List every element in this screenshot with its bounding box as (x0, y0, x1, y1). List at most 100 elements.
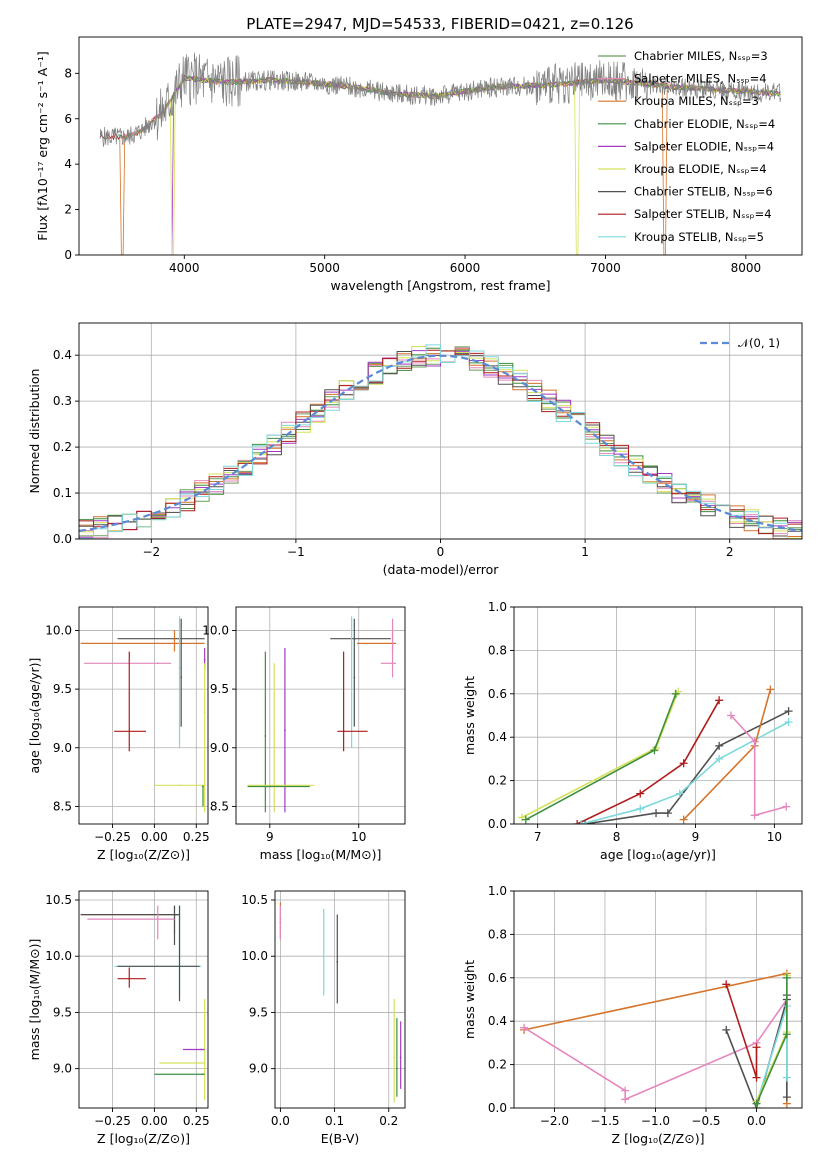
data-point (178, 667, 181, 669)
plus-marker (726, 711, 735, 720)
plus-marker (679, 759, 688, 768)
x-tick-label: 7 (534, 830, 542, 844)
plus-marker (679, 815, 688, 824)
plus-marker (650, 746, 659, 755)
series-line (576, 699, 720, 824)
plus-marker (782, 1073, 791, 1082)
data-point (353, 676, 356, 679)
x-tick-label: −1.5 (590, 1114, 619, 1128)
x-tick-label: 6000 (450, 261, 481, 275)
x-axis-label: Z [log₁₀(Z/Z⊙)] (612, 1131, 705, 1146)
y-axis-label: Normed distribution (27, 369, 42, 494)
data-point (156, 662, 159, 665)
x-axis-label: E(B-V) (321, 1131, 360, 1146)
x-tick-label: 0.2 (379, 1114, 398, 1128)
y-tick-label: 0.3 (53, 394, 72, 408)
panel-age_vs_massweight: 7 8 9 10 0.0 0.2 0.4 0.6 0.8 1.0 age [log₁₀(age/yr… (462, 600, 803, 862)
plus-marker (671, 689, 680, 698)
y-tick-label: 9.5 (210, 682, 229, 696)
x-tick-label: 0.00 (141, 1114, 168, 1128)
panel-spectrum: 4000 5000 6000 7000 8000 0 2 4 6 8 wavelength [Ang… (35, 36, 803, 293)
plus-marker (782, 802, 791, 811)
legend-label: Salpeter ELODIE, Nₛₛₚ=4 (634, 139, 774, 153)
panel-mass_vs_age: 9 10 8.5 9.0 9.5 10.0 mass [log₁₀(M/M⊙)] (202, 606, 406, 862)
y-tick-label: 8.5 (53, 799, 72, 813)
y-tick-label: 0.8 (488, 643, 507, 657)
series-line (521, 691, 679, 819)
x-axis-label: wavelength [Angstrom, rest frame] (330, 278, 550, 293)
data-point (350, 642, 353, 645)
axes-frame (513, 890, 803, 1109)
x-axis-label: Z [log₁₀(Z/Z⊙)] (97, 847, 190, 862)
axes-frame (235, 606, 406, 825)
plus-marker (621, 1086, 630, 1095)
data-point (173, 913, 176, 916)
x-tick-label: −0.25 (94, 1114, 131, 1128)
y-tick-label: 1.0 (488, 884, 507, 898)
data-point (279, 918, 282, 921)
x-tick-label: 0 (437, 545, 445, 559)
plot-area-spectrum (99, 52, 782, 255)
plus-marker (636, 804, 645, 813)
panel-residuals: −2 −1 0 1 2 0.0 0.1 0.2 0.3 0.4 (data-model)/error… (27, 322, 803, 577)
data-point (203, 1062, 206, 1064)
x-tick-label: −2 (142, 545, 160, 559)
x-tick-label: 7000 (590, 261, 621, 275)
plus-marker (784, 718, 793, 727)
y-tick-label: 8 (64, 66, 72, 80)
gaussian-curve (79, 354, 802, 532)
panel-Z_vs_mass: −0.25 0.00 0.25 9.0 9.5 10.0 10.5 Z [log₁₀(Z/Z⊙… (27, 890, 210, 1146)
y-tick-label: 0.4 (488, 730, 507, 744)
x-axis-label: age [log₁₀(age/yr)] (600, 847, 716, 862)
x-tick-label: −2.0 (540, 1114, 569, 1128)
y-tick-label: 0 (64, 248, 72, 262)
plot-area-Z_vs_mass (80, 905, 206, 1101)
plus-marker (663, 809, 672, 818)
plus-marker (752, 1043, 761, 1052)
y-tick-label: 10.5 (241, 893, 268, 907)
data-point (273, 735, 276, 737)
plus-marker (750, 811, 759, 820)
series-line (525, 693, 677, 821)
legend-label: Chabrier MILES, Nₛₛₚ=3 (634, 49, 768, 63)
data-point (180, 676, 183, 679)
y-tick-label: 0.4 (53, 348, 72, 362)
plus-marker (521, 815, 530, 824)
y-tick-label: 9.0 (53, 1062, 72, 1076)
legend-label: 𝒩(0, 1) (738, 336, 780, 350)
legend-label: Chabrier ELODIE, Nₛₛₚ=4 (634, 117, 775, 131)
y-tick-label: 9.5 (53, 682, 72, 696)
data-point (203, 658, 206, 661)
x-tick-label: 0.00 (141, 830, 168, 844)
x-tick-label: 10 (767, 830, 782, 844)
axes-frame (78, 36, 803, 256)
y-tick-label: 10.5 (45, 893, 72, 907)
plus-marker (750, 737, 759, 746)
y-tick-label: 0.6 (488, 687, 507, 701)
observed-spectrum-line (99, 52, 782, 147)
x-tick-label: 0.25 (183, 830, 210, 844)
y-tick-label: 9.5 (249, 1005, 268, 1019)
y-tick-label: 10.0 (202, 623, 229, 637)
y-axis-label: mass weight (462, 960, 477, 1039)
y-tick-label: 6 (64, 112, 72, 126)
y-tick-label: 4 (64, 157, 72, 171)
panel-EBV_vs_mass: 0.0 0.1 0.2 9.0 9.5 10.0 10.5 E(B-V) (241, 890, 406, 1146)
data-point (203, 711, 206, 714)
plus-marker (782, 1093, 791, 1102)
x-tick-label: 0.25 (183, 1114, 210, 1128)
legend-label: Salpeter STELIB, Nₛₛₚ=4 (634, 207, 772, 221)
data-point (399, 1056, 402, 1059)
plus-marker (782, 973, 791, 982)
x-tick-label: 2 (726, 545, 734, 559)
y-tick-label: 0.0 (488, 1101, 507, 1115)
y-tick-label: 10.0 (241, 949, 268, 963)
y-tick-label: 2 (64, 203, 72, 217)
x-tick-label: 9 (692, 830, 700, 844)
axes-frame (513, 606, 803, 825)
data-point (393, 1056, 396, 1059)
x-tick-label: 0.1 (325, 1114, 344, 1128)
x-tick-label: 5000 (309, 261, 340, 275)
plus-marker (722, 1025, 731, 1034)
